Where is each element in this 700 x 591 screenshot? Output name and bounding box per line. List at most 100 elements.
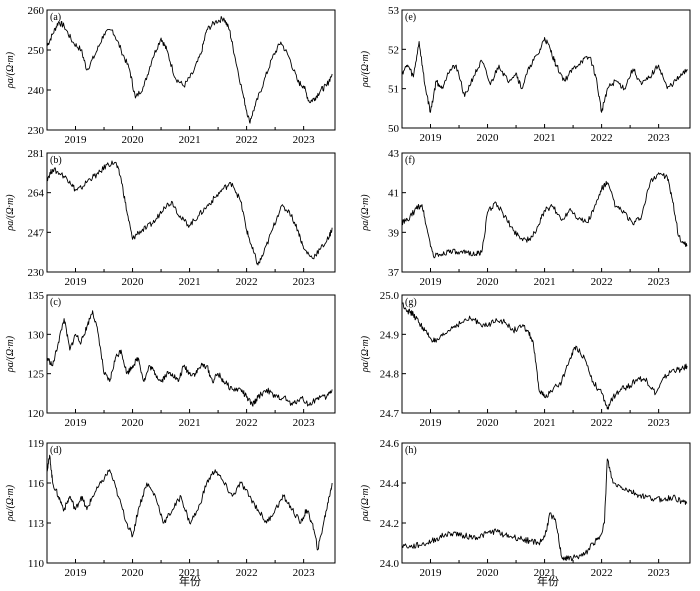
x-tick-label: 2022 bbox=[591, 417, 613, 429]
x-tick-label: 2023 bbox=[293, 567, 316, 579]
panel-label: (d) bbox=[50, 445, 62, 456]
x-tick-label: 2019 bbox=[420, 132, 443, 144]
x-tick-label: 2021 bbox=[179, 567, 201, 579]
series-line bbox=[401, 37, 688, 113]
chart-panel: 135 130 125 120 2019 2020 2021 2022 2023 (c) ρa/(Ω… bbox=[5, 290, 336, 429]
chart-panel: 53 52 51 50 2019 2020 2021 2022 2023 (e) ρa/(Ω·m) bbox=[360, 5, 691, 144]
y-tick-label: 37 bbox=[388, 267, 400, 279]
x-tick-label: 2023 bbox=[293, 276, 316, 288]
x-tick-label: 2020 bbox=[477, 567, 500, 579]
x-tick-label: 2021 bbox=[534, 567, 556, 579]
x-tick-label: 2020 bbox=[477, 132, 500, 144]
plot-frame bbox=[46, 294, 336, 414]
x-tick-label: 2021 bbox=[534, 417, 556, 429]
x-tick-label: 2021 bbox=[534, 132, 556, 144]
chart-panel: 281 264 247 230 2019 2020 2021 2022 2023 (b) ρa/(Ω… bbox=[5, 148, 336, 288]
panel-label: (f) bbox=[405, 155, 415, 166]
y-axis-label: ρa/(Ω·m) bbox=[360, 335, 371, 373]
y-axis-label: ρa/(Ω·m) bbox=[360, 50, 371, 88]
y-tick-label: 43 bbox=[388, 148, 400, 160]
plot-frame bbox=[46, 442, 336, 564]
x-tick-label: 2019 bbox=[65, 134, 88, 146]
plot-frame bbox=[46, 9, 336, 131]
xlabel-right: 年份 bbox=[537, 574, 559, 588]
y-axis-label: ρa/(Ω·m) bbox=[5, 194, 16, 232]
series-line bbox=[46, 454, 333, 551]
chart-panel: 25.0 24.9 24.8 24.7 2019 2020 2021 2022 2023 (g) ρ… bbox=[360, 290, 691, 429]
x-tick-label: 2022 bbox=[236, 134, 258, 146]
x-tick-label: 2022 bbox=[591, 567, 613, 579]
panel-label: (a) bbox=[50, 12, 61, 23]
xlabel-left: 年份 bbox=[179, 574, 201, 588]
x-tick-label: 2020 bbox=[122, 417, 145, 429]
x-tick-label: 2023 bbox=[648, 276, 671, 288]
x-tick-label: 2019 bbox=[420, 276, 443, 288]
y-tick-label: 53 bbox=[388, 5, 400, 17]
x-tick-label: 2023 bbox=[648, 567, 671, 579]
panel-label: (c) bbox=[50, 297, 61, 308]
x-tick-label: 2019 bbox=[65, 276, 88, 288]
panel-label: (g) bbox=[405, 297, 417, 308]
y-tick-label: 24.4 bbox=[380, 478, 400, 490]
x-tick-label: 2022 bbox=[591, 276, 613, 288]
y-tick-label: 116 bbox=[28, 478, 45, 490]
series-line bbox=[401, 172, 688, 259]
y-tick-label: 110 bbox=[28, 558, 45, 570]
y-tick-label: 51 bbox=[388, 84, 399, 96]
series-line bbox=[46, 310, 333, 407]
series-line bbox=[46, 160, 333, 266]
x-tick-label: 2023 bbox=[293, 134, 316, 146]
y-tick-label: 125 bbox=[28, 369, 45, 381]
x-tick-label: 2022 bbox=[236, 276, 258, 288]
y-tick-label: 240 bbox=[28, 85, 45, 97]
y-axis-label: ρa/(Ω·m) bbox=[5, 51, 16, 89]
y-tick-label: 24.2 bbox=[380, 518, 399, 530]
x-tick-label: 2023 bbox=[293, 417, 316, 429]
y-tick-label: 24.6 bbox=[380, 438, 400, 450]
series-line bbox=[401, 302, 688, 410]
plot-frame bbox=[401, 152, 691, 273]
panels-group: 260 250 240 230 2019 2020 2021 2022 2023 (a) ρa/(Ω… bbox=[5, 5, 691, 579]
y-tick-label: 230 bbox=[28, 125, 45, 137]
plot-frame bbox=[46, 152, 336, 273]
x-tick-label: 2021 bbox=[179, 134, 201, 146]
y-tick-label: 264 bbox=[28, 188, 45, 200]
chart-panel: 119 116 113 110 2019 2020 2021 2022 2023 (d) ρa/(Ω… bbox=[5, 438, 336, 579]
x-tick-label: 2023 bbox=[648, 417, 671, 429]
series-line bbox=[401, 458, 688, 562]
x-tick-label: 2019 bbox=[65, 417, 88, 429]
x-tick-label: 2020 bbox=[477, 276, 500, 288]
y-tick-label: 24.7 bbox=[380, 408, 400, 420]
y-tick-label: 230 bbox=[28, 267, 45, 279]
y-tick-label: 24.8 bbox=[380, 369, 400, 381]
y-tick-label: 41 bbox=[388, 188, 399, 200]
y-tick-label: 50 bbox=[388, 123, 400, 135]
panel-label: (e) bbox=[405, 12, 416, 23]
y-tick-label: 52 bbox=[388, 44, 399, 56]
x-tick-label: 2019 bbox=[420, 567, 443, 579]
x-tick-label: 2020 bbox=[122, 276, 145, 288]
y-tick-label: 260 bbox=[28, 5, 45, 17]
x-tick-label: 2022 bbox=[591, 132, 613, 144]
x-tick-label: 2019 bbox=[65, 567, 88, 579]
x-tick-label: 2019 bbox=[420, 417, 443, 429]
chart-panel: 24.6 24.4 24.2 24.0 2019 2020 2021 2022 2023 (h) ρ… bbox=[360, 438, 691, 579]
x-tick-label: 2020 bbox=[122, 134, 145, 146]
y-tick-label: 247 bbox=[28, 227, 45, 239]
y-tick-label: 250 bbox=[28, 45, 45, 57]
y-tick-label: 281 bbox=[28, 148, 45, 160]
y-axis-label: ρa/(Ω·m) bbox=[5, 335, 16, 373]
series-line bbox=[46, 15, 333, 124]
x-tick-label: 2021 bbox=[534, 276, 556, 288]
y-tick-label: 119 bbox=[28, 438, 45, 450]
y-tick-label: 39 bbox=[388, 227, 400, 239]
y-tick-label: 113 bbox=[28, 518, 45, 530]
x-tick-label: 2020 bbox=[477, 417, 500, 429]
x-tick-label: 2022 bbox=[236, 567, 258, 579]
x-tick-label: 2020 bbox=[122, 567, 145, 579]
plot-frame bbox=[401, 294, 691, 414]
chart-panel: 43 41 39 37 2019 2020 2021 2022 2023 (f) ρa/(Ω·m) bbox=[360, 148, 691, 288]
y-axis-label: ρa/(Ω·m) bbox=[360, 484, 371, 522]
y-axis-label: ρa/(Ω·m) bbox=[5, 484, 16, 522]
